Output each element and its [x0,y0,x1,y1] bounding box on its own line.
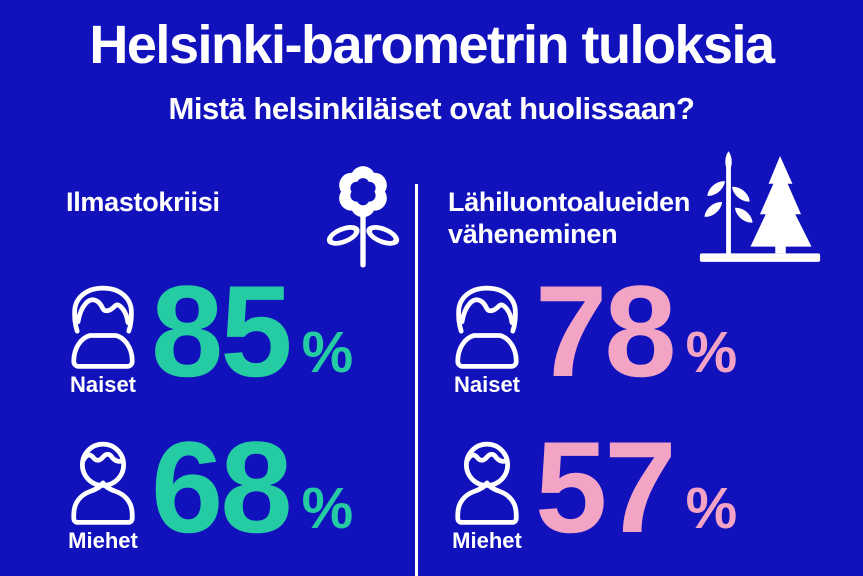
group-label: Miehet [452,528,522,553]
group-label: Naiset [69,372,137,397]
stat-climate-women: Naiset 85% [64,258,414,443]
stat-value-block: 57% [535,413,737,563]
page-subtitle: Mistä helsinkiläiset ovat huolissaan? [168,91,695,126]
trees-icon [698,151,822,266]
stat-value: 85 [151,258,293,404]
group-label: Miehet [68,528,138,553]
woman-icon [448,283,526,369]
stat-unit: % [301,320,354,385]
man-icon [448,439,526,525]
section-label-climate: Ilmastokriisi [66,187,220,217]
stat-nature-men: Miehet 57% [448,414,798,576]
stat-unit: % [685,320,738,385]
column-divider [415,184,418,576]
group-label: Naiset [453,372,521,397]
stat-value: 68 [151,414,293,560]
section-label-nature: Lähiluontoalueiden väheneminen [448,187,691,250]
stat-value-block: 78% [535,257,737,407]
stat-climate-men: Miehet 68% [64,414,414,576]
stat-value: 78 [535,258,677,404]
stat-value: 57 [535,414,677,560]
stat-unit: % [301,476,354,541]
man-icon [64,439,142,525]
stat-value-block: 85% [151,257,353,407]
stat-value-block: 68% [151,413,353,563]
flower-icon [320,162,406,270]
page-title: Helsinki-barometrin tuloksia [89,15,775,75]
stat-unit: % [685,476,738,541]
stat-nature-women: Naiset 78% [448,258,798,443]
woman-icon [64,283,142,369]
